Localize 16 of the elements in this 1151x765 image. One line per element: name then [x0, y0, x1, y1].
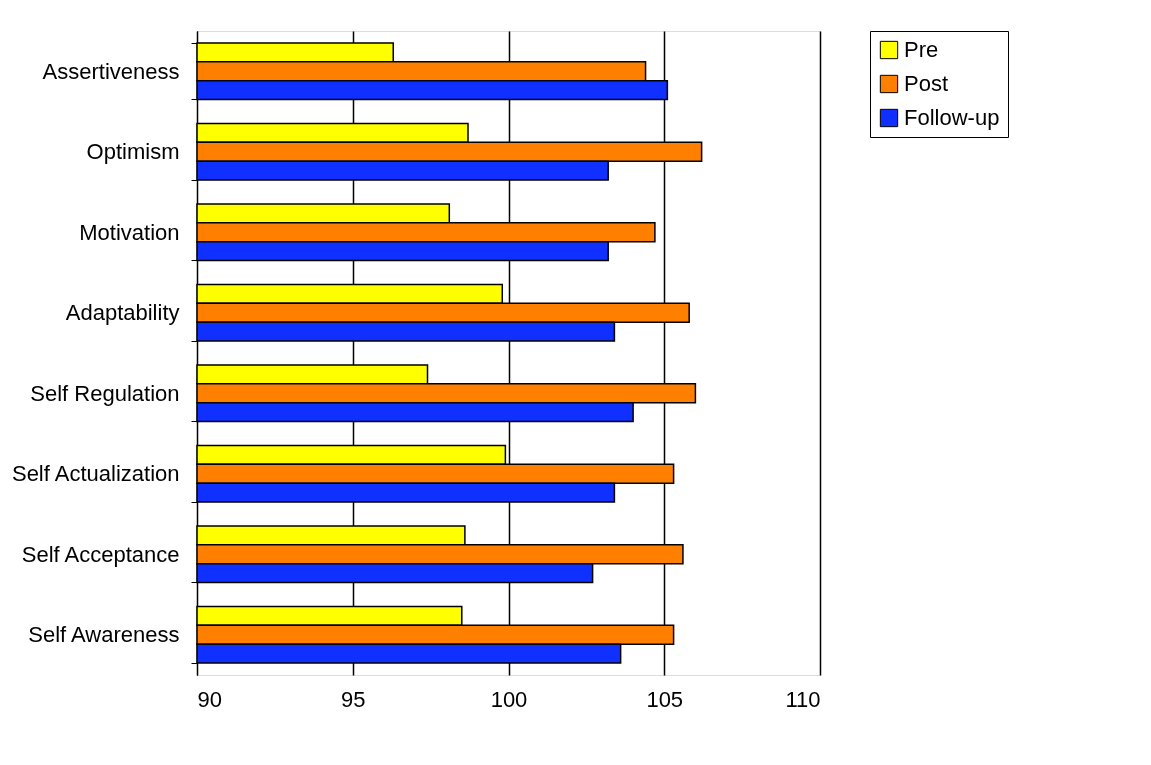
y-tick-label: Self Actualization [11, 461, 180, 487]
x-tick-label: 105 [646, 686, 684, 712]
y-tick-label: Self Regulation [30, 380, 180, 406]
y-tick-label: Optimism [86, 139, 180, 165]
x-tick-label: 95 [341, 686, 366, 712]
x-tick-label: 110 [785, 686, 821, 712]
y-tick-label: Assertiveness [42, 58, 180, 84]
y-tick-label: Adaptability [65, 300, 180, 326]
legend-label: Post [904, 71, 949, 96]
x-tick-label: 100 [490, 686, 528, 712]
y-tick-label: Motivation [79, 219, 180, 245]
legend-label: Pre [904, 37, 939, 62]
legend-label: Follow-up [904, 105, 1000, 130]
x-tick-label: 90 [197, 686, 222, 712]
y-tick-label: Self Acceptance [21, 541, 180, 567]
y-tick-label: Self Awareness [28, 622, 180, 648]
